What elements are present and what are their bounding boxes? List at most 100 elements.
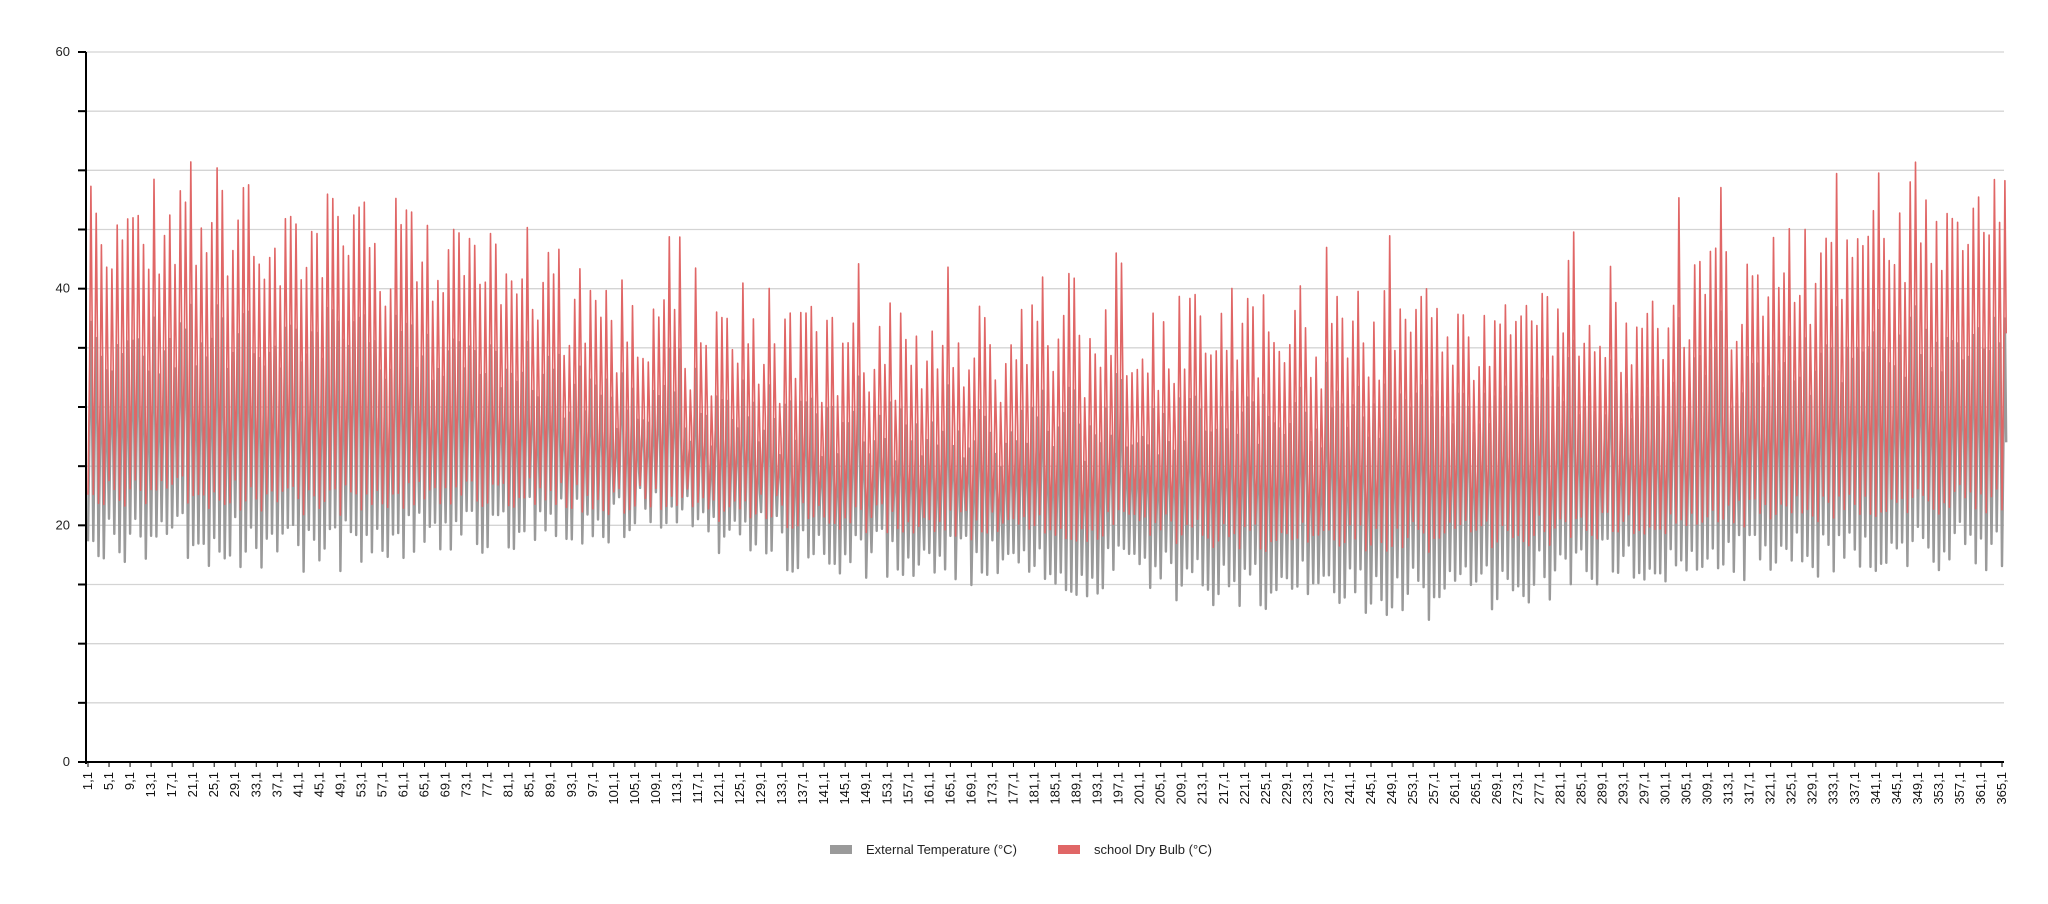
x-tick-label: 229,1	[1279, 772, 1294, 805]
x-tick-label: 285,1	[1573, 772, 1588, 805]
x-tick-label: 5,1	[101, 772, 116, 790]
x-tick-label: 277,1	[1531, 772, 1546, 805]
x-tick-label: 149,1	[858, 772, 873, 805]
x-tick-labels: 1,1 5,1 9,1 13,1 17,1 21,1 25,1 29,1 33,1 37,1 41,…	[80, 772, 2009, 805]
x-tick-label: 209,1	[1174, 772, 1189, 805]
x-tick-label: 293,1	[1615, 772, 1630, 805]
x-tick-label: 213,1	[1195, 772, 1210, 805]
x-tick-label: 73,1	[459, 772, 474, 797]
y-tick-label: 40	[56, 281, 70, 296]
x-tick-label: 261,1	[1447, 772, 1462, 805]
x-tick-label: 17,1	[164, 772, 179, 797]
x-tick-label: 21,1	[185, 772, 200, 797]
x-tick-label: 93,1	[564, 772, 579, 797]
legend-swatch-school-dry-bulb	[1058, 845, 1080, 854]
legend: External Temperature (°C) school Dry Bul…	[830, 842, 1212, 857]
x-tick-label: 257,1	[1426, 772, 1441, 805]
x-tick-label: 197,1	[1111, 772, 1126, 805]
x-tick-label: 9,1	[122, 772, 137, 790]
x-tick-label: 205,1	[1153, 772, 1168, 805]
x-tick-label: 117,1	[690, 772, 705, 804]
series-line-school-dry-bulb	[87, 161, 2007, 553]
x-tick-label: 105,1	[627, 772, 642, 805]
x-tick-label: 181,1	[1026, 772, 1041, 805]
y-tick-label: 60	[56, 44, 70, 59]
x-tick-label: 321,1	[1763, 772, 1778, 805]
legend-label-external-temperature: External Temperature (°C)	[866, 842, 1017, 857]
x-tick-label: 225,1	[1258, 772, 1273, 805]
y-tick-labels: 0 20 40 60	[56, 44, 70, 769]
x-tick-label: 49,1	[332, 772, 347, 797]
x-tick-label: 365,1	[1994, 772, 2009, 805]
x-tick-label: 125,1	[732, 772, 747, 805]
x-tick-label: 113,1	[669, 772, 684, 804]
x-tick-label: 265,1	[1468, 772, 1483, 805]
x-tick-label: 233,1	[1300, 772, 1315, 805]
x-tick-label: 237,1	[1321, 772, 1336, 805]
x-tick-label: 301,1	[1657, 772, 1672, 805]
series-layer	[86, 161, 2008, 621]
x-tick-label: 313,1	[1721, 772, 1736, 805]
x-tick-label: 165,1	[942, 772, 957, 805]
x-tick-label: 329,1	[1805, 772, 1820, 805]
x-tick-label: 273,1	[1510, 772, 1525, 805]
x-tick-label: 185,1	[1048, 772, 1063, 805]
legend-label-school-dry-bulb: school Dry Bulb (°C)	[1094, 842, 1212, 857]
x-tick-label: 341,1	[1868, 772, 1883, 805]
x-tick-label: 57,1	[374, 772, 389, 797]
x-tick-label: 121,1	[711, 772, 726, 805]
x-tick-label: 41,1	[290, 772, 305, 797]
x-tick-label: 61,1	[395, 772, 410, 797]
x-tick-label: 173,1	[984, 772, 999, 805]
x-tick-label: 217,1	[1216, 772, 1231, 805]
x-tick-label: 145,1	[837, 772, 852, 805]
x-tick-label: 245,1	[1363, 772, 1378, 805]
x-tick-label: 361,1	[1973, 772, 1988, 805]
x-tick-label: 289,1	[1594, 772, 1609, 805]
x-tick-label: 177,1	[1005, 772, 1020, 805]
x-tick-label: 281,1	[1552, 772, 1567, 805]
x-tick-label: 157,1	[900, 772, 915, 805]
x-tick-label: 81,1	[501, 772, 516, 797]
x-tick-label: 221,1	[1237, 772, 1252, 805]
x-tick-label: 325,1	[1784, 772, 1799, 805]
x-tick-label: 249,1	[1384, 772, 1399, 805]
x-tick-label: 141,1	[816, 772, 831, 805]
x-tick-label: 53,1	[353, 772, 368, 797]
x-tick-label: 129,1	[753, 772, 768, 805]
x-tick-label: 297,1	[1636, 772, 1651, 805]
x-tick-label: 333,1	[1826, 772, 1841, 805]
x-tick-label: 353,1	[1931, 772, 1946, 805]
x-tick-label: 169,1	[963, 772, 978, 805]
x-tick-label: 85,1	[522, 772, 537, 797]
x-tick-label: 137,1	[795, 772, 810, 805]
x-tick-label: 101,1	[606, 772, 621, 805]
x-tick-label: 345,1	[1889, 772, 1904, 805]
x-tick-label: 317,1	[1742, 772, 1757, 805]
x-tick-label: 89,1	[543, 772, 558, 797]
y-tick-label: 20	[56, 517, 70, 532]
x-tick-label: 13,1	[143, 772, 158, 797]
x-tick-label: 193,1	[1090, 772, 1105, 805]
legend-swatch-external-temperature	[830, 845, 852, 854]
x-tick-label: 337,1	[1847, 772, 1862, 805]
x-tick-label: 189,1	[1069, 772, 1084, 805]
x-tick-label: 45,1	[311, 772, 326, 797]
x-tick-label: 133,1	[774, 772, 789, 805]
axis-layer	[78, 51, 2004, 767]
x-tick-label: 253,1	[1405, 772, 1420, 805]
x-tick-label: 65,1	[417, 772, 432, 797]
x-tick-label: 25,1	[206, 772, 221, 797]
x-tick-label: 37,1	[269, 772, 284, 797]
x-tick-label: 69,1	[438, 772, 453, 797]
x-tick-label: 241,1	[1342, 772, 1357, 805]
x-tick-label: 161,1	[921, 772, 936, 805]
x-tick-label: 109,1	[648, 772, 663, 805]
x-tick-label: 29,1	[227, 772, 242, 797]
y-tick-label: 0	[63, 754, 70, 769]
x-tick-label: 349,1	[1910, 772, 1925, 805]
x-tick-label: 33,1	[248, 772, 263, 797]
x-tick-label: 97,1	[585, 772, 600, 797]
x-tick-label: 305,1	[1679, 772, 1694, 805]
